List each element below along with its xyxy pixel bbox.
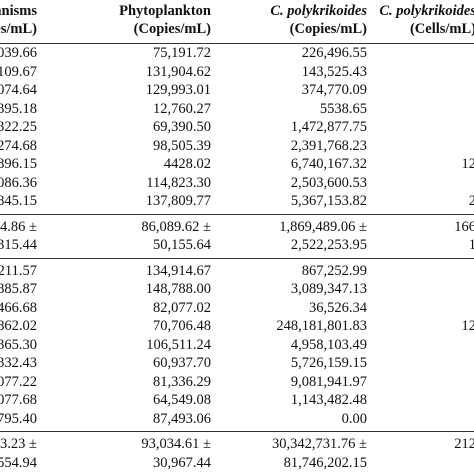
table-cell: 456,795.40 — [0, 410, 37, 427]
header-rule — [0, 43, 474, 44]
table-cell: 12,760.27 — [153, 100, 211, 117]
table-cell: 4,958,103.49 — [290, 336, 367, 353]
summary-cell: 166 — [454, 218, 474, 235]
summary-cell: 30,342,731.76 ± — [272, 436, 367, 452]
summary-cell: 86,089.62 ± — [141, 218, 211, 235]
header-organisms-line2: (Copies/mL) — [0, 21, 37, 37]
table-cell: 148,788.00 — [145, 281, 211, 297]
summary-cell: 436,315.44 — [0, 237, 37, 253]
table-cell: 313,077.22 — [0, 373, 37, 390]
summary-cell: 231,554.94 — [0, 454, 37, 471]
table-cell: 87,493.06 — [153, 410, 211, 427]
table-cell: 114,823.30 — [146, 174, 211, 191]
table-cell: 3,089,347.13 — [290, 281, 367, 297]
table-cell: 867,252.99 — [301, 262, 367, 279]
table-cell: 314,395.18 — [0, 100, 37, 117]
table-cell: 137,809.77 — [145, 193, 211, 209]
table-cell: 69,390.50 — [153, 119, 211, 135]
table-cell: 882,885.87 — [0, 281, 37, 297]
table-cell: 70,706.48 — [153, 318, 211, 334]
summary-cell: 30,967.44 — [153, 454, 211, 471]
table-cell: 60,937.70 — [153, 355, 211, 371]
table-cell: 478,086.36 — [0, 174, 37, 191]
table-cell: 462,322.25 — [0, 119, 37, 135]
table-cell: 64,549.08 — [153, 392, 211, 408]
header-cp-cells-line2: (Cells/mL) — [409, 21, 474, 37]
table-cell: 4428.02 — [163, 156, 211, 172]
table-cell: 134,914.67 — [145, 262, 211, 279]
table-cell: 1,143,482.48 — [290, 392, 367, 408]
table-cell: 12 — [461, 156, 474, 172]
header-cp-copies-line2: (Copies/mL) — [289, 21, 367, 37]
table-cell: 81,336.29 — [153, 373, 211, 390]
table-cell: 248,181,801.83 — [276, 318, 367, 334]
table-cell: 75,191.72 — [153, 45, 211, 61]
table-cell: 2,391,768.23 — [290, 137, 367, 154]
table-cell: 2 — [468, 193, 474, 209]
table-cell: 343,365.30 — [0, 336, 37, 353]
table-cell: 438,466.68 — [0, 299, 37, 316]
table-cell: 463,332.43 — [0, 355, 37, 371]
summary-cell: 1004.86 ± — [0, 218, 37, 235]
table-cell: 273,039.66 — [0, 45, 37, 61]
table-cell: 279,845.15 — [0, 193, 37, 209]
section-rule — [0, 431, 474, 432]
table-cell: 1,472,877.75 — [290, 119, 367, 135]
table-cell: 129,993.01 — [145, 82, 211, 98]
table-cell: 6,740,167.32 — [290, 156, 367, 172]
summary-cell: 81,746,202.15 — [283, 454, 367, 471]
summary-cell: 1 — [468, 237, 474, 253]
table-cell: 226,496.55 — [301, 45, 367, 61]
table-cell: 143,525.43 — [301, 63, 367, 80]
table-cell: 667,211.57 — [0, 262, 37, 279]
table-cell: 36,526.34 — [309, 299, 367, 316]
table-cell: 5,726,159.15 — [290, 355, 367, 371]
table-cell: 5,367,153.82 — [290, 193, 367, 209]
table-cell: 493,074.64 — [0, 82, 37, 98]
table-cell: 106,511.24 — [146, 336, 211, 353]
summary-cell: 2,522,253.95 — [290, 237, 367, 253]
table-cell: 12 — [461, 318, 474, 334]
summary-cell: 50,155.64 — [153, 237, 211, 253]
table-cell: 82,077.02 — [153, 299, 211, 316]
table-cell: 2,503,600.53 — [290, 174, 367, 191]
header-phytoplankton-line2: (Copies/mL) — [133, 21, 211, 37]
table-cell: 98,505.39 — [153, 137, 211, 154]
table-cell: 310,109.67 — [0, 63, 37, 80]
table-cell: 181,862.02 — [0, 318, 37, 334]
header-cp-copies-line1: C. polykrikoides — [270, 3, 367, 19]
summary-cell: 1913.23 ± — [0, 436, 37, 452]
summary-cell: 93,034.61 ± — [141, 436, 211, 452]
section-rule — [0, 257, 474, 259]
table-cell: 131,904.62 — [145, 63, 211, 80]
section-rule — [0, 213, 474, 215]
table-cell: 0.00 — [341, 410, 367, 427]
table-cell: 268,274.68 — [0, 137, 37, 154]
table-cell: 316,077.68 — [0, 392, 37, 408]
table-cell: 9,081,941.97 — [290, 373, 367, 390]
header-organisms-line1: Organisms — [0, 3, 37, 19]
table-cell: 228,896.15 — [0, 156, 37, 172]
summary-cell: 1,869,489.06 ± — [279, 218, 367, 235]
table-cell: 374,770.09 — [301, 82, 367, 98]
table-cell: 5538.65 — [319, 100, 367, 117]
header-cp-cells-line1: C. polykrikoides — [379, 3, 474, 19]
summary-cell: 212 — [454, 436, 474, 452]
header-phytoplankton-line1: Phytoplankton — [119, 3, 211, 19]
